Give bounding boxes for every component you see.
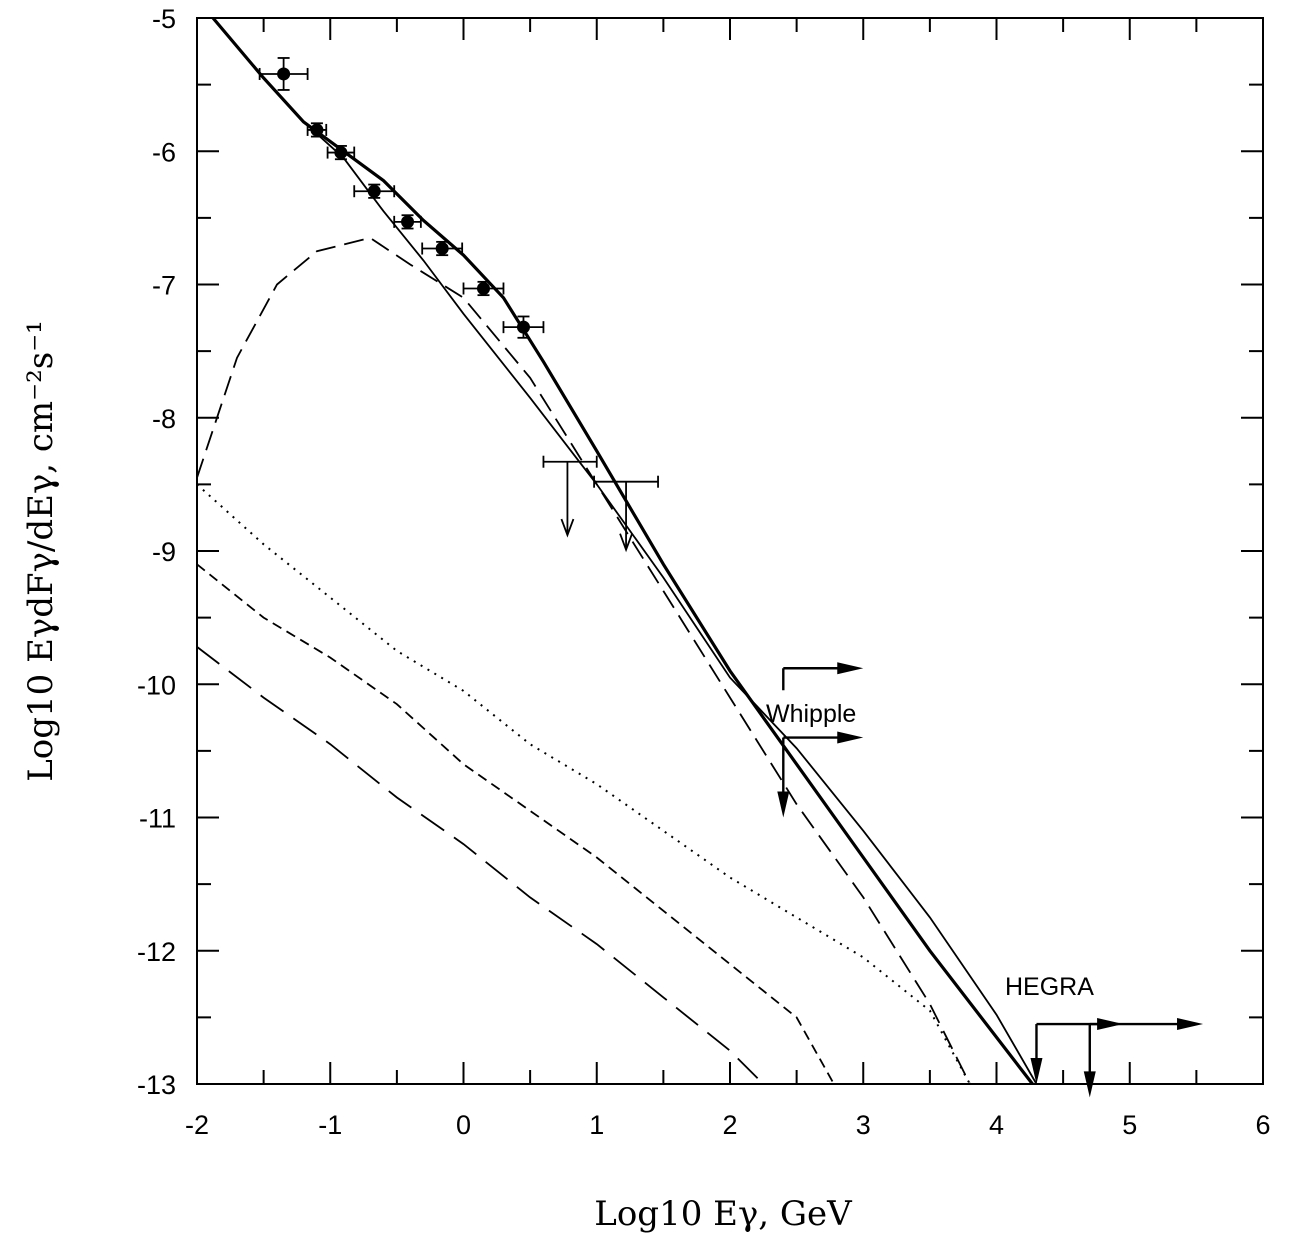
y-tick-label: -9 [152,537,176,567]
curve-dashed-short [196,563,835,1085]
x-tick-label: 3 [856,1110,871,1140]
y-tick-label: -5 [152,4,176,34]
limit-arrowhead-down [1030,1058,1043,1084]
x-tick-label: 4 [989,1110,1004,1140]
data-point [334,146,348,160]
annotation-hegra: HEGRA [1005,973,1094,1001]
y-tick-label: -12 [137,937,176,967]
data-point [310,123,324,137]
limit-arrowhead-down [777,791,790,818]
y-tick-label: -13 [137,1070,176,1100]
data-point [367,184,381,198]
limit-arrowhead-right [837,731,864,744]
x-tick-label: 5 [1122,1110,1137,1140]
data-point [516,320,530,334]
data-point [476,281,490,295]
x-tick-label: 1 [589,1110,604,1140]
data-point [435,242,449,256]
limit-arrowhead-right [837,662,864,675]
upper-limit-arrowhead [560,518,575,538]
x-axis-title: Log10 Eγ, GeV [594,1194,853,1234]
limit-arrowhead-right [1177,1018,1204,1031]
data-point [401,215,415,229]
tick-labels: -2 -1 0 1 2 3 4 5 6-5-6-7-8-9-10-11-12-13 [137,4,1271,1140]
x-tick-label: 6 [1255,1110,1270,1140]
limit-arrows [777,662,1204,1098]
data-points [258,57,545,339]
x-tick-label: 0 [456,1110,471,1140]
axis-ticks [196,17,1264,1085]
x-tick-label: -2 [185,1110,209,1140]
y-axis-title: Log10 EγdFγ/dEγ, cm⁻²s⁻¹ [21,320,61,782]
annotation-whipple: Whipple [766,700,856,728]
curve-solid-thick [211,16,1034,1085]
curve-dotted [196,483,971,1085]
x-tick-label: -1 [318,1110,342,1140]
curve-dashed-long [196,236,971,1085]
curve-solid-thin [212,17,1038,1085]
upper-limits [542,455,659,553]
limit-arrowhead-down [1083,1071,1096,1098]
plot-frame [196,17,1264,1085]
y-tick-label: -8 [152,404,176,434]
y-tick-label: -11 [139,804,176,834]
y-tick-label: -6 [152,137,176,167]
upper-limit-arrowhead [619,533,633,553]
y-tick-label: -7 [152,271,176,301]
x-tick-label: 2 [722,1110,737,1140]
data-point [277,67,291,81]
y-tick-label: -10 [137,670,176,700]
model-curves [196,16,1038,1085]
curve-dashed-medium [196,646,764,1085]
